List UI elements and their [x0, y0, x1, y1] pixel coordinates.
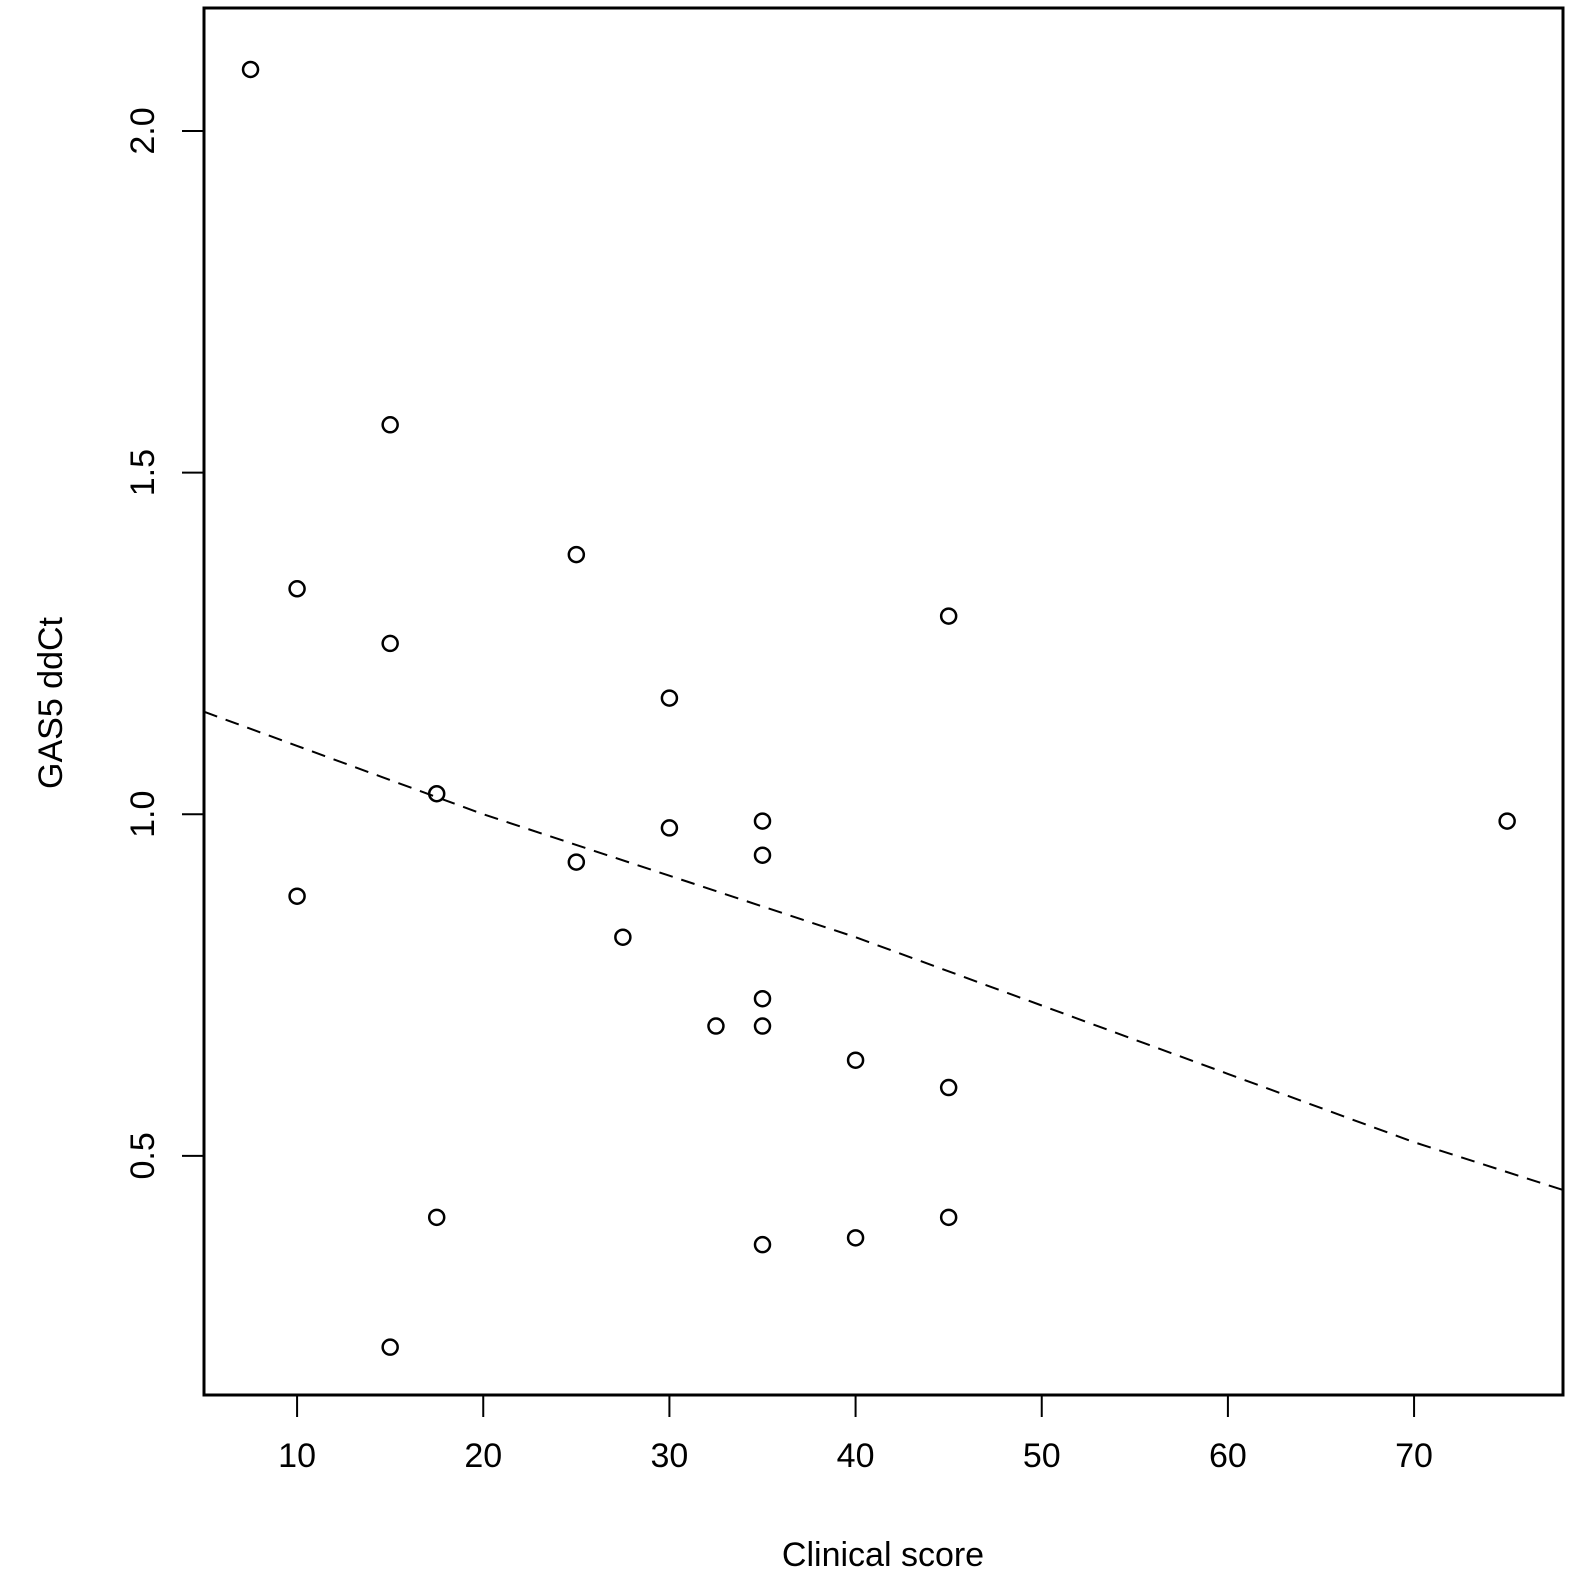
data-point: [939, 1208, 958, 1227]
data-point: [427, 784, 446, 803]
x-tick-label: 20: [464, 1437, 502, 1475]
data-point: [288, 580, 306, 598]
trend-line: [203, 710, 1564, 1191]
y-axis: 0.5 1.0 1.5 2.0: [124, 107, 205, 1179]
y-axis-title: GAS5 ddCt: [32, 616, 70, 789]
x-tick-label: 30: [650, 1437, 688, 1475]
x-axis: 10 20 30 40 50 60 70: [278, 1394, 1433, 1475]
data-point: [567, 545, 586, 564]
y-tick-label: 0.5: [124, 1132, 162, 1179]
plot-frame: [202, 6, 1565, 1397]
x-tick-label: 60: [1209, 1437, 1247, 1475]
data-point: [939, 1078, 958, 1097]
data-point: [660, 689, 679, 707]
data-point: [288, 887, 306, 905]
y-tick-label: 1.5: [124, 449, 162, 496]
data-point: [753, 812, 772, 830]
data-point: [241, 60, 260, 79]
data-points: [241, 60, 1516, 1356]
x-tick-label: 50: [1023, 1437, 1061, 1475]
x-tick-label: 70: [1395, 1437, 1433, 1475]
x-axis-title: Clinical score: [782, 1536, 984, 1574]
data-point: [846, 1051, 865, 1069]
data-point: [846, 1229, 865, 1247]
data-point: [567, 853, 586, 871]
y-tick-label: 1.0: [124, 791, 162, 838]
data-point: [660, 819, 679, 837]
x-tick-label: 10: [278, 1437, 316, 1475]
data-point: [427, 1208, 446, 1227]
data-point: [753, 846, 772, 864]
data-point: [1498, 812, 1516, 830]
data-point: [381, 416, 399, 434]
x-tick-label: 40: [837, 1437, 875, 1475]
data-point: [381, 634, 399, 653]
data-point: [753, 1235, 772, 1254]
data-point: [614, 928, 632, 946]
data-point: [753, 989, 772, 1008]
y-tick-label: 2.0: [124, 107, 162, 154]
data-point: [707, 1017, 725, 1035]
data-point: [939, 607, 958, 625]
data-point: [753, 1017, 772, 1035]
data-point: [381, 1338, 399, 1356]
